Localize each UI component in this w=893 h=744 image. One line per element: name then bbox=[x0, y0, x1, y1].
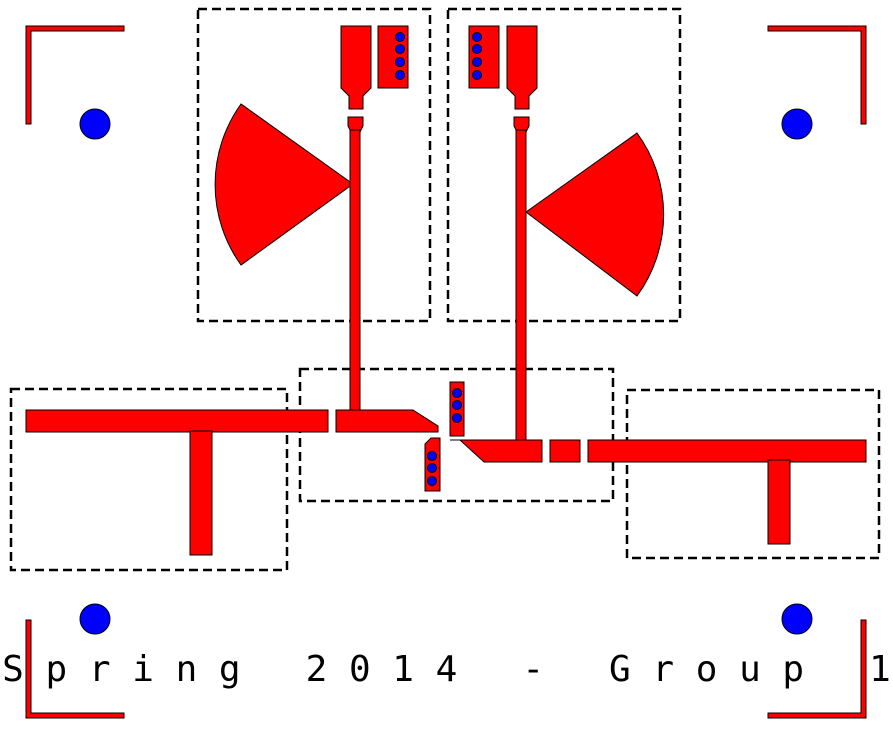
bias-line-left bbox=[349, 129, 361, 413]
box-left bbox=[9, 387, 289, 572]
drain-trace bbox=[450, 439, 543, 463]
via bbox=[452, 400, 462, 410]
bias-pad-left bbox=[340, 25, 372, 110]
input-match-network bbox=[25, 409, 329, 556]
radial-stub-left bbox=[214, 103, 354, 266]
corner-mark-top-right bbox=[767, 25, 867, 125]
bias-line-right bbox=[515, 129, 527, 443]
input-feed-line bbox=[25, 409, 329, 433]
via bbox=[395, 32, 405, 42]
fiducial-bottom-right bbox=[781, 603, 813, 635]
fiducial-top-left bbox=[79, 108, 111, 140]
box-top-right bbox=[446, 7, 682, 323]
via bbox=[395, 44, 405, 54]
box-center bbox=[298, 367, 615, 503]
via bbox=[452, 388, 462, 398]
via bbox=[395, 70, 405, 80]
output-feed-line bbox=[587, 439, 867, 463]
fiducials bbox=[79, 108, 813, 635]
via bbox=[472, 32, 482, 42]
via bbox=[427, 451, 437, 461]
via bbox=[472, 70, 482, 80]
via bbox=[427, 476, 437, 486]
fiducial-top-right bbox=[781, 108, 813, 140]
layout-caption: S p r i n g 2 0 1 4 - G r o u p 1 bbox=[2, 649, 891, 690]
output-match-network bbox=[587, 439, 867, 545]
gate-trace bbox=[335, 409, 439, 433]
bias-pad-right bbox=[506, 25, 538, 110]
via bbox=[472, 44, 482, 54]
dashed-region-boxes bbox=[9, 7, 881, 572]
input-shunt-stub bbox=[189, 430, 213, 556]
small-vias bbox=[395, 32, 482, 486]
box-top-left bbox=[196, 7, 432, 323]
dc-block-pad bbox=[549, 439, 581, 463]
corner-mark-bottom-right bbox=[767, 619, 867, 719]
via bbox=[452, 413, 462, 423]
box-right bbox=[625, 388, 881, 560]
fiducial-bottom-left bbox=[79, 603, 111, 635]
radial-stub-right bbox=[525, 132, 665, 297]
bias-network-left bbox=[214, 25, 409, 413]
via bbox=[472, 57, 482, 67]
transistor-region bbox=[335, 381, 581, 492]
output-shunt-stub bbox=[767, 459, 791, 545]
corner-mark-bottom-left bbox=[25, 619, 125, 719]
corner-mark-top-left bbox=[25, 25, 125, 125]
corner-marks bbox=[25, 25, 867, 719]
via bbox=[395, 57, 405, 67]
via bbox=[427, 463, 437, 473]
bias-network-right bbox=[468, 25, 665, 443]
